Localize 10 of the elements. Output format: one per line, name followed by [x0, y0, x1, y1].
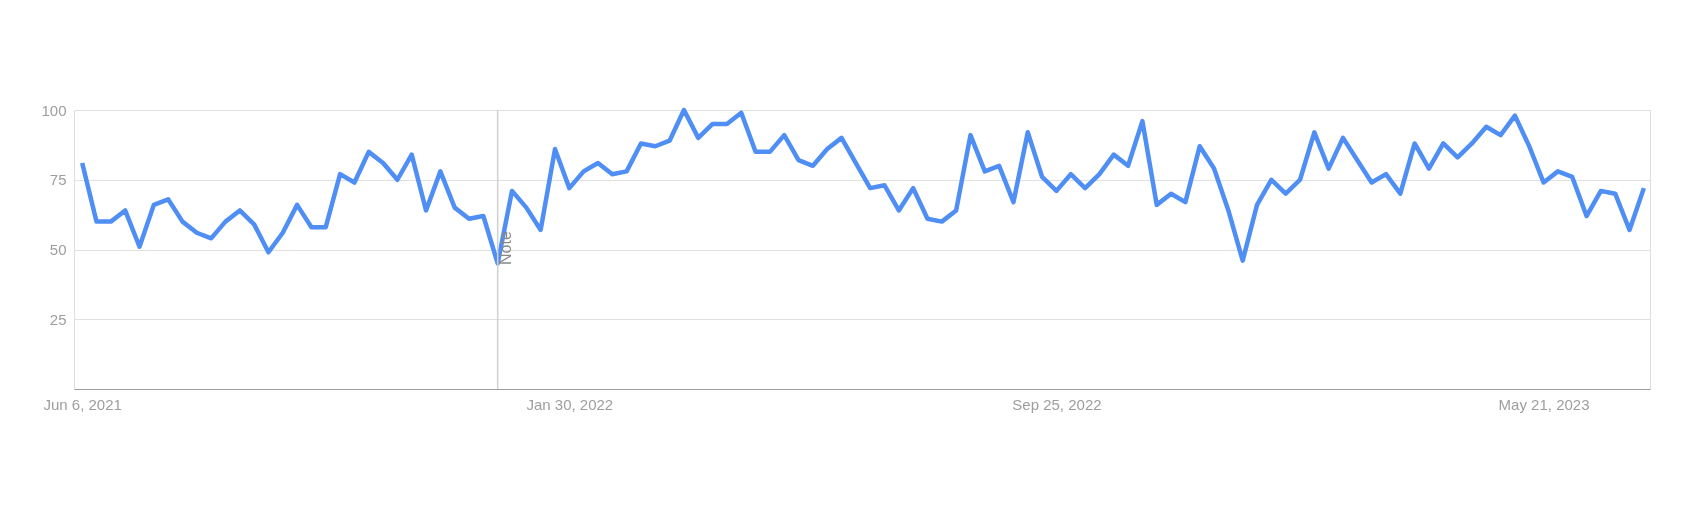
x-tick-label: May 21, 2023: [1498, 395, 1590, 413]
x-tick-label: Jun 6, 2021: [43, 395, 122, 413]
x-tick-label: Jan 30, 2022: [526, 395, 614, 413]
y-tick-label: 100: [41, 101, 67, 119]
ref-line-label: Note: [496, 231, 514, 265]
line-series: [79, 107, 1647, 266]
y-tick-label: 25: [49, 310, 67, 328]
y-tick-label: 75: [49, 171, 67, 189]
x-tick-label: Sep 25, 2022: [1012, 395, 1102, 413]
y-tick-label: 50: [49, 241, 67, 258]
